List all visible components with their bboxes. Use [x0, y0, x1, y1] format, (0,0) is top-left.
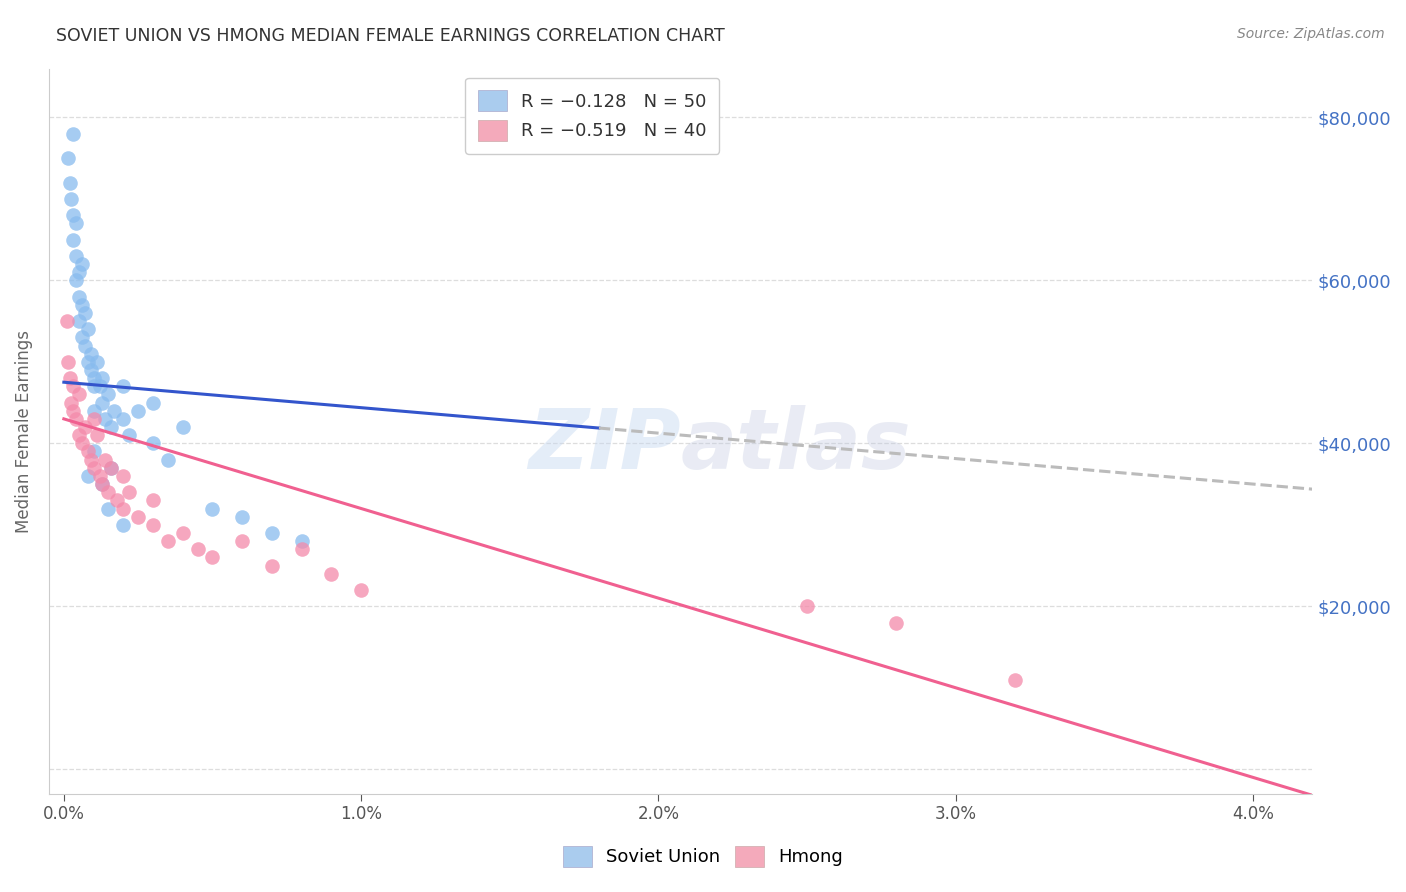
Point	[65, 216, 87, 230]
Point	[291, 534, 314, 549]
Point	[62, 127, 84, 141]
Point	[91, 371, 114, 385]
Point	[83, 371, 105, 385]
Point	[142, 517, 165, 532]
Point	[79, 363, 101, 377]
Point	[100, 420, 122, 434]
Point	[91, 477, 114, 491]
Point	[260, 558, 283, 573]
Legend: Soviet Union, Hmong: Soviet Union, Hmong	[555, 838, 851, 874]
Point	[67, 387, 90, 401]
Point	[97, 485, 120, 500]
Point	[321, 566, 343, 581]
Text: Source: ZipAtlas.com: Source: ZipAtlas.com	[1237, 27, 1385, 41]
Point	[156, 534, 179, 549]
Point	[76, 322, 98, 336]
Point	[187, 542, 209, 557]
Point	[65, 249, 87, 263]
Point	[142, 436, 165, 450]
Point	[291, 542, 314, 557]
Point	[62, 208, 84, 222]
Point	[112, 469, 135, 483]
Point	[86, 355, 108, 369]
Point	[796, 599, 818, 614]
Point	[105, 493, 128, 508]
Point	[79, 347, 101, 361]
Point	[60, 395, 83, 409]
Point	[79, 452, 101, 467]
Text: atlas: atlas	[681, 405, 911, 486]
Point	[172, 525, 194, 540]
Point	[62, 233, 84, 247]
Point	[91, 395, 114, 409]
Point	[1004, 673, 1026, 687]
Point	[94, 452, 117, 467]
Point	[112, 501, 135, 516]
Point	[231, 534, 253, 549]
Point	[260, 525, 283, 540]
Text: ZIP: ZIP	[529, 405, 681, 486]
Point	[103, 403, 125, 417]
Point	[350, 582, 373, 597]
Point	[884, 615, 907, 630]
Text: SOVIET UNION VS HMONG MEDIAN FEMALE EARNINGS CORRELATION CHART: SOVIET UNION VS HMONG MEDIAN FEMALE EARN…	[56, 27, 725, 45]
Point	[201, 550, 224, 565]
Point	[83, 379, 105, 393]
Point	[73, 306, 96, 320]
Legend: R = −0.128   N = 50, R = −0.519   N = 40: R = −0.128 N = 50, R = −0.519 N = 40	[465, 78, 720, 153]
Point	[65, 412, 87, 426]
Point	[83, 412, 105, 426]
Point	[76, 444, 98, 458]
Point	[142, 395, 165, 409]
Point	[58, 355, 80, 369]
Point	[86, 428, 108, 442]
Point	[100, 460, 122, 475]
Point	[62, 403, 84, 417]
Point	[67, 290, 90, 304]
Point	[58, 151, 80, 165]
Point	[59, 176, 82, 190]
Point	[65, 273, 87, 287]
Point	[100, 460, 122, 475]
Point	[59, 371, 82, 385]
Point	[118, 428, 141, 442]
Point	[70, 298, 93, 312]
Point	[118, 485, 141, 500]
Point	[91, 477, 114, 491]
Point	[112, 517, 135, 532]
Point	[201, 501, 224, 516]
Point	[70, 330, 93, 344]
Point	[83, 444, 105, 458]
Point	[70, 257, 93, 271]
Point	[89, 379, 111, 393]
Point	[67, 314, 90, 328]
Point	[62, 379, 84, 393]
Point	[112, 379, 135, 393]
Point	[127, 403, 149, 417]
Point	[67, 265, 90, 279]
Point	[94, 412, 117, 426]
Point	[142, 493, 165, 508]
Point	[112, 412, 135, 426]
Point	[73, 338, 96, 352]
Point	[89, 469, 111, 483]
Point	[231, 509, 253, 524]
Point	[60, 192, 83, 206]
Point	[73, 420, 96, 434]
Point	[172, 420, 194, 434]
Point	[70, 436, 93, 450]
Point	[127, 509, 149, 524]
Y-axis label: Median Female Earnings: Median Female Earnings	[15, 330, 32, 533]
Point	[76, 355, 98, 369]
Point	[83, 403, 105, 417]
Point	[67, 428, 90, 442]
Point	[156, 452, 179, 467]
Point	[97, 387, 120, 401]
Point	[76, 469, 98, 483]
Point	[83, 460, 105, 475]
Point	[56, 314, 79, 328]
Point	[97, 501, 120, 516]
